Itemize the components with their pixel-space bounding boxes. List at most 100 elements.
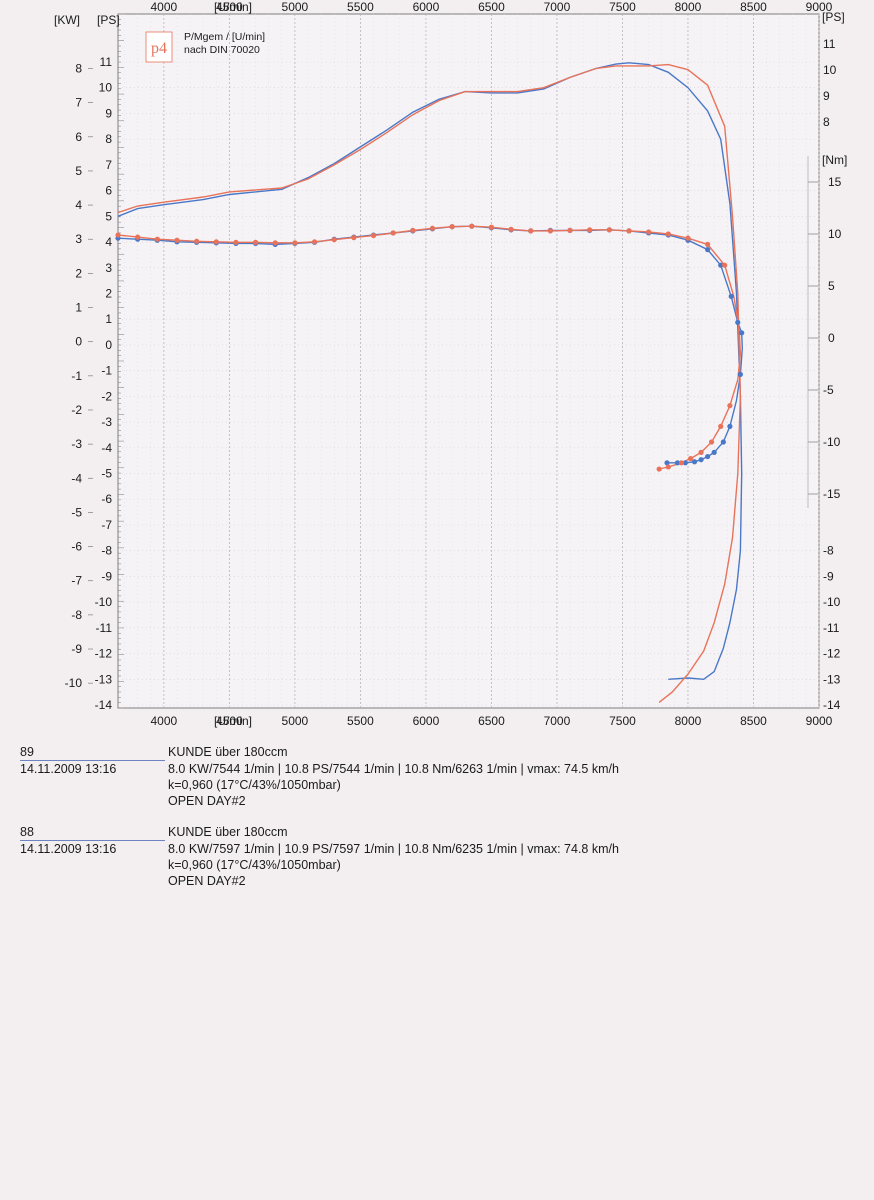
torque-marker-series-1 bbox=[685, 235, 691, 241]
x-unit-bottom: [U/min] bbox=[214, 714, 252, 728]
kw-tick-label: -10 bbox=[65, 676, 83, 690]
kw-tick-label: 2 bbox=[75, 266, 82, 280]
nm-tick-label: 15 bbox=[828, 175, 842, 189]
ps-left-tick-label: -6 bbox=[101, 492, 112, 506]
nm-tick-label: -10 bbox=[823, 435, 841, 449]
torque-marker-series-1 bbox=[331, 237, 337, 243]
torque-marker-series-1 bbox=[705, 241, 711, 247]
x-tick-label-bottom: 6500 bbox=[478, 714, 505, 728]
run-event: OPEN DAY#2 bbox=[168, 794, 246, 808]
ps-left-tick-label: 3 bbox=[105, 261, 112, 275]
torque-marker-series-1 bbox=[528, 228, 534, 234]
ps-left-tick-label: -11 bbox=[96, 621, 113, 635]
legend-line-1: P/Mgem / [U/min] bbox=[184, 31, 265, 43]
ps-right-lower-tick-label: -9 bbox=[823, 569, 834, 583]
ps-right-tick-label: 9 bbox=[823, 89, 830, 103]
torque-marker-series-1 bbox=[272, 240, 278, 246]
kw-tick-label: 4 bbox=[75, 198, 82, 212]
run-conditions: k=0,960 (17°C/43%/1050mbar) bbox=[168, 858, 341, 872]
torque-marker-series-1 bbox=[718, 423, 724, 429]
x-tick-label-bottom: 8500 bbox=[740, 714, 767, 728]
torque-marker-series-1 bbox=[390, 230, 396, 236]
torque-curve-series-1 bbox=[117, 225, 742, 470]
kw-tick-label: 0 bbox=[75, 335, 82, 349]
torque-marker-series-1 bbox=[646, 229, 652, 235]
run-id: 89 bbox=[20, 744, 165, 761]
logo-text: p4 bbox=[151, 40, 167, 57]
run-datetime: 14.11.2009 13:16 bbox=[20, 762, 117, 776]
torque-marker-series-1 bbox=[656, 466, 662, 472]
x-tick-label-top: 7000 bbox=[544, 0, 571, 14]
ps-left-tick-label: 7 bbox=[105, 158, 112, 172]
x-tick-label-bottom: 4500 bbox=[216, 714, 243, 728]
x-tick-label-bottom: 5000 bbox=[282, 714, 309, 728]
torque-marker-series-1 bbox=[351, 235, 357, 241]
torque-marker-series-1 bbox=[213, 239, 219, 245]
torque-marker-series-1 bbox=[727, 403, 733, 409]
ps-left-tick-label: 10 bbox=[99, 81, 113, 95]
unit-ps-right: [PS] bbox=[822, 10, 845, 24]
ps-left-tick-label: -3 bbox=[101, 415, 112, 429]
ps-right-tick-label: 10 bbox=[823, 63, 837, 77]
kw-tick-label: 7 bbox=[75, 96, 82, 110]
ps-right-tick-label: 8 bbox=[823, 115, 830, 129]
torque-marker-series-1 bbox=[508, 226, 514, 232]
kw-tick-label: -5 bbox=[71, 505, 82, 519]
x-tick-label-top: 4000 bbox=[151, 0, 178, 14]
torque-marker-series-1 bbox=[292, 240, 298, 246]
ps-left-tick-label: 1 bbox=[105, 312, 112, 326]
kw-tick-label: -8 bbox=[71, 608, 82, 622]
kw-tick-label: 5 bbox=[75, 164, 82, 178]
run-id: 88 bbox=[20, 824, 165, 841]
x-tick-label-top: 8500 bbox=[740, 0, 767, 14]
run-88: 88 KUNDE über 180ccm 14.11.2009 13:16 8.0 … bbox=[20, 824, 619, 889]
x-tick-label-top: 5000 bbox=[282, 0, 309, 14]
torque-marker-series-1 bbox=[135, 234, 141, 240]
ps-left-tick-label: 11 bbox=[100, 55, 113, 69]
nm-tick-label: 0 bbox=[828, 331, 835, 345]
torque-marker-series-0 bbox=[664, 460, 670, 466]
x-tick-label-top: 9000 bbox=[806, 0, 833, 14]
x-tick-label-bottom: 4000 bbox=[151, 714, 178, 728]
x-tick-label-bottom: 7500 bbox=[609, 714, 636, 728]
kw-tick-label: -1 bbox=[71, 369, 82, 383]
ps-left-tick-label: -1 bbox=[101, 364, 112, 378]
ps-right-lower-tick-label: -13 bbox=[823, 672, 841, 686]
torque-marker-series-1 bbox=[547, 228, 553, 234]
torque-marker-series-1 bbox=[311, 239, 318, 245]
torque-marker-series-1 bbox=[429, 225, 436, 231]
power-curve-series-0 bbox=[117, 62, 743, 681]
x-tick-label-bottom: 6000 bbox=[413, 714, 440, 728]
torque-marker-series-1 bbox=[626, 228, 632, 234]
run-89: 89 KUNDE über 180ccm 14.11.2009 13:16 8.0 … bbox=[20, 744, 619, 809]
ps-left-tick-label: 2 bbox=[105, 286, 112, 300]
torque-marker-series-1 bbox=[194, 238, 200, 244]
ps-left-tick-label: 4 bbox=[105, 235, 112, 249]
ps-left-tick-label: 0 bbox=[105, 338, 112, 352]
ps-left-tick-label: -12 bbox=[95, 647, 113, 661]
torque-marker-series-0 bbox=[705, 247, 711, 253]
torque-marker-series-1 bbox=[708, 439, 715, 445]
torque-marker-series-1 bbox=[698, 449, 704, 455]
ps-left-tick-label: -5 bbox=[101, 467, 112, 481]
torque-marker-series-1 bbox=[233, 239, 239, 245]
torque-marker-series-0 bbox=[698, 457, 704, 463]
kw-tick-label: -3 bbox=[71, 437, 82, 451]
torque-marker-series-1 bbox=[370, 232, 377, 239]
dyno-chart: 4000400045004500500050005500550060006000… bbox=[54, 0, 847, 728]
ps-right-lower-tick-label: -10 bbox=[823, 595, 841, 609]
ps-left-tick-label: -2 bbox=[101, 389, 112, 403]
ps-left-tick-label: 6 bbox=[105, 184, 112, 198]
run-customer: KUNDE über 180ccm bbox=[168, 745, 288, 759]
kw-tick-label: -7 bbox=[71, 574, 82, 588]
torque-marker-series-1 bbox=[687, 456, 694, 462]
axis-ticks bbox=[88, 13, 818, 709]
torque-marker-series-1 bbox=[488, 224, 495, 230]
kw-tick-label: -6 bbox=[71, 540, 82, 554]
ps-left-tick-label: -4 bbox=[101, 441, 112, 455]
torque-marker-series-1 bbox=[567, 227, 573, 233]
x-tick-label-bottom: 9000 bbox=[806, 714, 833, 728]
ps-left-tick-label: -10 bbox=[95, 595, 113, 609]
run-conditions: k=0,960 (17°C/43%/1050mbar) bbox=[168, 778, 341, 792]
x-tick-label-top: 6500 bbox=[478, 0, 505, 14]
